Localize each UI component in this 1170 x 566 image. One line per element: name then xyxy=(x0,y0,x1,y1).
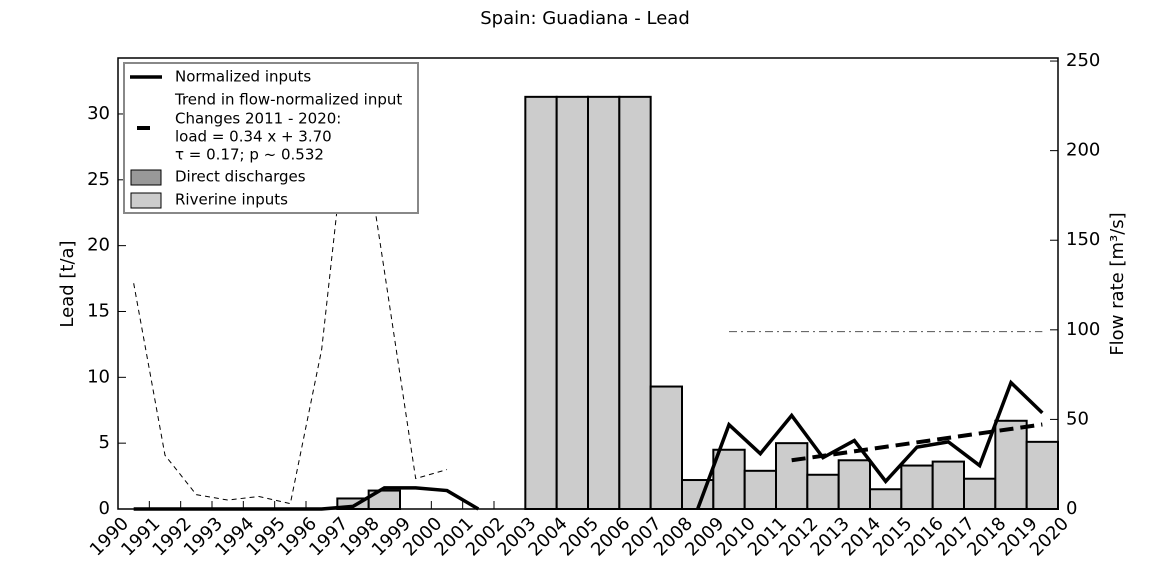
bar xyxy=(555,95,590,511)
bar xyxy=(963,477,997,510)
y-tick-label: 25 xyxy=(87,169,110,190)
y-tick-label: 20 xyxy=(87,235,110,256)
chart-title: Spain: Guadiana - Lead xyxy=(480,8,690,29)
y2-tick-label: 150 xyxy=(1066,229,1100,250)
bar xyxy=(775,442,809,510)
y-axis-label: Lead [t/a] xyxy=(57,240,78,327)
legend-note: τ = 0.17; p ~ 0.532 xyxy=(175,146,324,164)
legend-label: Normalized inputs xyxy=(175,68,311,86)
bar xyxy=(524,95,558,511)
bar xyxy=(649,385,684,511)
legend-note: Changes 2011 - 2020: xyxy=(175,110,341,128)
bar xyxy=(618,95,652,511)
y2-tick-label: 0 xyxy=(1066,498,1077,519)
bar xyxy=(869,488,903,510)
bar xyxy=(931,460,966,510)
y-tick-label: 5 xyxy=(99,432,110,453)
line-dashed xyxy=(791,422,1043,463)
y-tick-label: 15 xyxy=(87,300,110,321)
y2-tick-label: 250 xyxy=(1066,50,1100,71)
bar xyxy=(1025,440,1059,510)
y2-tick-label: 200 xyxy=(1066,140,1100,161)
legend-note: load = 0.34 x + 3.70 xyxy=(175,128,332,146)
legend-label: Trend in flow-normalized input xyxy=(174,91,402,109)
bar xyxy=(837,459,872,511)
bar xyxy=(900,464,934,511)
legend-frame xyxy=(123,62,419,214)
legend: Normalized inputs Trend in flow-normalize… xyxy=(123,62,419,214)
y2-tick-label: 50 xyxy=(1066,408,1089,429)
y-tick-label: 10 xyxy=(87,366,110,387)
y-tick-label: 30 xyxy=(87,103,110,124)
legend-swatch xyxy=(130,192,162,209)
bar xyxy=(743,469,778,511)
bar xyxy=(587,95,621,511)
legend-label: Direct discharges xyxy=(175,168,306,186)
bar xyxy=(994,419,1028,510)
y2-tick-label: 100 xyxy=(1066,319,1100,340)
y-tick-label: 0 xyxy=(99,498,110,519)
bar xyxy=(806,473,840,510)
legend-swatch xyxy=(130,169,162,186)
line-thin-dashed xyxy=(133,64,448,505)
legend-label: Riverine inputs xyxy=(175,191,288,209)
y2-axis-label: Flow rate [m³/s] xyxy=(1107,212,1128,355)
